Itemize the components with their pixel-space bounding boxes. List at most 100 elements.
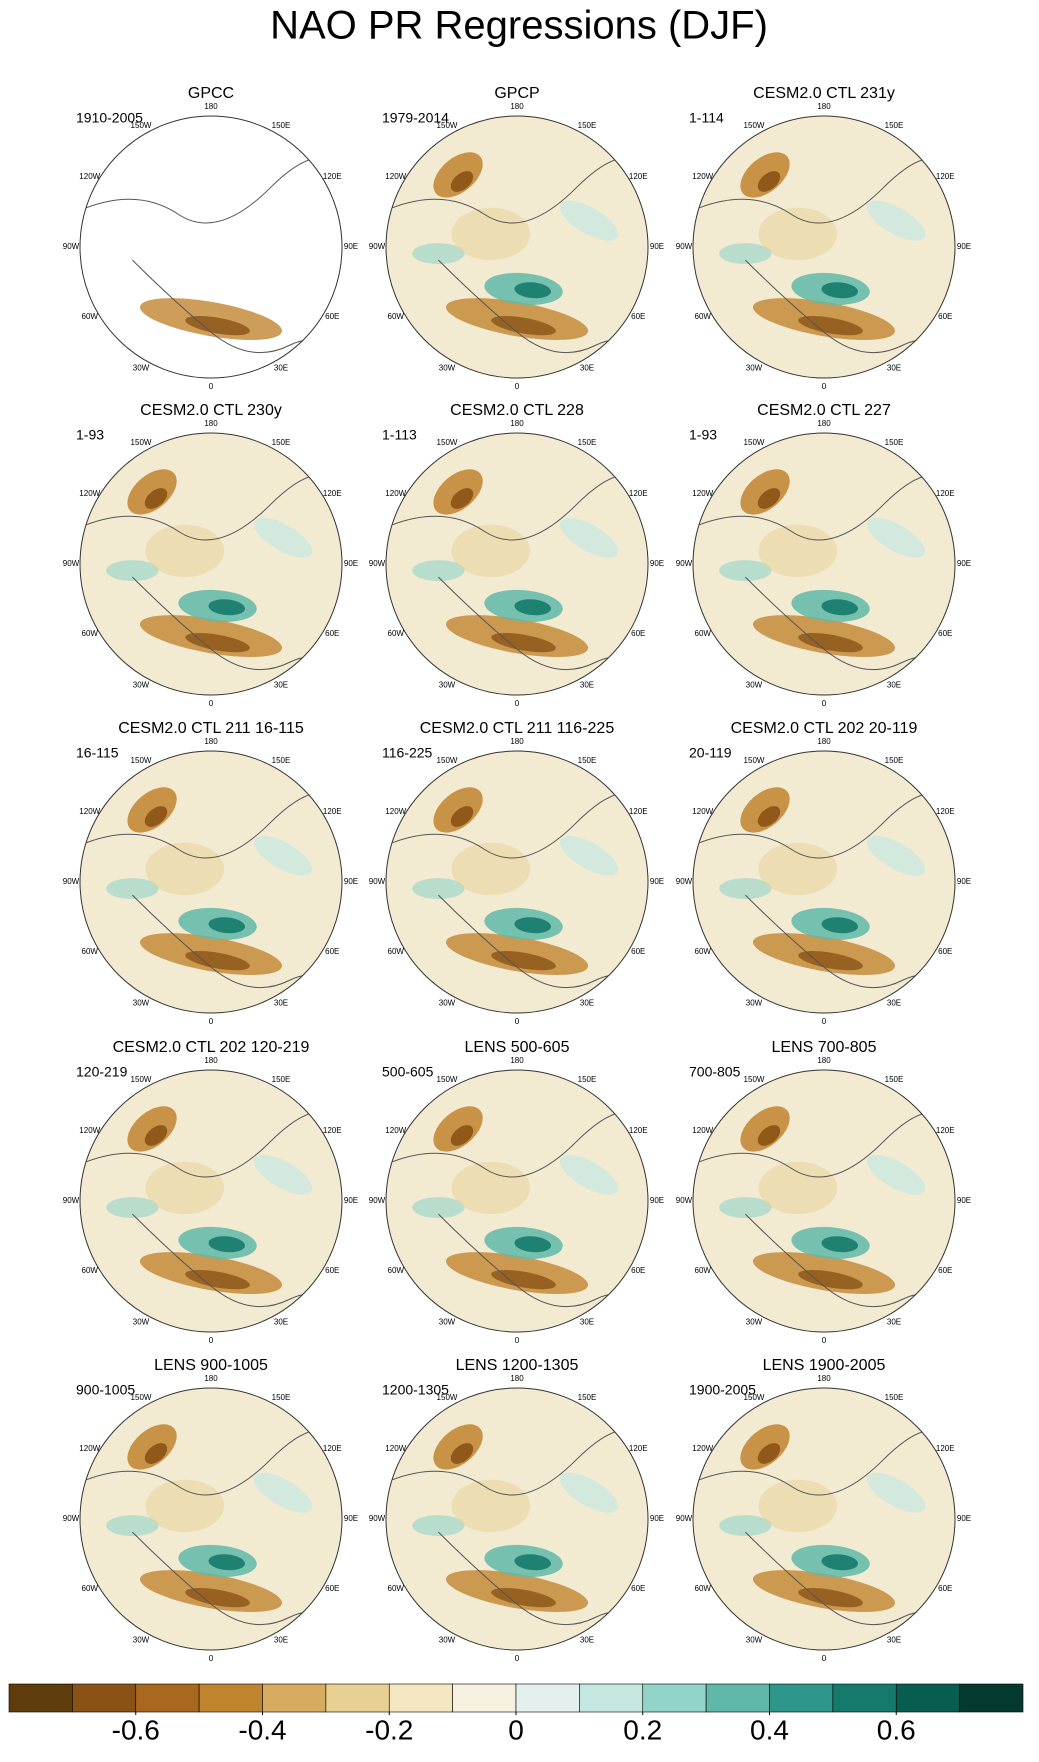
lon-label: 0 <box>209 1017 214 1026</box>
map-shade <box>450 171 474 192</box>
map-shade <box>145 524 225 578</box>
lon-label: 150W <box>744 121 765 130</box>
map-shade <box>866 1472 926 1513</box>
lon-label: 120E <box>936 1126 955 1135</box>
lon-label: 150W <box>437 1075 458 1084</box>
panel-title: CESM2.0 CTL 211 16-115 <box>118 720 304 737</box>
lon-label: 30E <box>580 363 594 372</box>
lon-label: 0 <box>822 1654 827 1663</box>
map-shade <box>144 488 168 509</box>
map-border <box>692 115 956 379</box>
colorbar-box <box>262 1683 327 1713</box>
lon-label: 150E <box>578 756 597 765</box>
map-shade <box>758 842 838 896</box>
lon-label: 120W <box>692 1444 713 1453</box>
lon-label: 150W <box>131 756 152 765</box>
map-border <box>385 1069 649 1333</box>
panel-period: 1-93 <box>76 427 104 443</box>
colorbar-box <box>832 1683 897 1713</box>
panel-period: 1-93 <box>689 427 717 443</box>
map-shade <box>144 1443 168 1464</box>
map-shade <box>451 207 531 261</box>
map-shade <box>185 1269 250 1290</box>
lon-label: 150E <box>272 121 291 130</box>
panel-title: CESM2.0 CTL 228 <box>450 402 584 419</box>
colorbar-box <box>8 1683 73 1713</box>
lon-label: 150W <box>437 1393 458 1402</box>
lon-label: 60W <box>695 1584 712 1593</box>
lon-label: 60W <box>695 947 712 956</box>
colorbar-box <box>705 1683 770 1713</box>
lon-label: 120W <box>692 172 713 181</box>
map-shade <box>559 1472 619 1513</box>
lon-label: 180 <box>817 419 831 428</box>
lon-label: 30E <box>274 1317 288 1326</box>
lon-label: 90W <box>63 1514 80 1523</box>
lon-label: 120E <box>629 1444 648 1453</box>
map-shade <box>450 1443 474 1464</box>
map <box>386 751 648 1013</box>
map <box>80 751 342 1013</box>
panel-title: LENS 700-805 <box>772 1039 877 1056</box>
colorbar-box <box>642 1683 707 1713</box>
lon-label: 120E <box>629 807 648 816</box>
map-shade <box>821 282 859 299</box>
panel-title: CESM2.0 CTL 202 20-119 <box>731 720 918 737</box>
map-border <box>692 432 956 696</box>
lon-label: 30W <box>746 1317 763 1326</box>
lon-label: 90E <box>344 242 358 251</box>
lon-label: 90E <box>957 1196 971 1205</box>
colorbar-box <box>959 1683 1024 1713</box>
lon-label: 60E <box>631 947 645 956</box>
lon-label: 30W <box>439 998 456 1007</box>
map <box>80 1388 342 1650</box>
lon-label: 60E <box>631 312 645 321</box>
map-shade <box>719 1515 772 1537</box>
colorbar-tick-label: 0.4 <box>750 1714 789 1745</box>
colorbar-box <box>388 1683 453 1713</box>
lon-label: 30E <box>580 680 594 689</box>
lon-label: 0 <box>209 1336 214 1345</box>
lon-label: 60W <box>388 1584 405 1593</box>
map-shade <box>185 950 250 971</box>
map-shade <box>821 599 859 616</box>
lon-label: 30W <box>746 680 763 689</box>
lon-label: 0 <box>209 699 214 708</box>
lon-label: 150W <box>437 438 458 447</box>
map-shade <box>719 560 772 582</box>
map-shade <box>145 842 225 896</box>
lon-label: 0 <box>822 1017 827 1026</box>
map-shade <box>821 917 859 934</box>
map <box>693 1070 955 1332</box>
map-shade <box>758 524 838 578</box>
lon-label: 150E <box>885 121 904 130</box>
lon-label: 120E <box>629 489 648 498</box>
lon-label: 30E <box>887 1317 901 1326</box>
lon-label: 150E <box>885 1393 904 1402</box>
lon-label: 90W <box>63 877 80 886</box>
map-shade <box>208 1236 246 1253</box>
lon-label: 60W <box>388 947 405 956</box>
map <box>386 433 648 695</box>
map-border <box>79 1069 343 1333</box>
panel-period: 120-219 <box>76 1064 128 1080</box>
lon-label: 150W <box>131 438 152 447</box>
lon-label: 60W <box>695 312 712 321</box>
map-shade <box>798 1587 863 1608</box>
lon-label: 30W <box>439 680 456 689</box>
map-shade <box>208 917 246 934</box>
lon-label: 90E <box>344 559 358 568</box>
colorbar-tick-label: -0.2 <box>365 1714 413 1745</box>
lon-label: 60E <box>938 1266 952 1275</box>
colorbar-tick-label: 0.6 <box>877 1714 916 1745</box>
map-shade <box>253 835 313 876</box>
map-shade <box>253 517 313 558</box>
lon-label: 30E <box>274 998 288 1007</box>
lon-label: 120E <box>323 1444 342 1453</box>
map <box>386 116 648 378</box>
lon-label: 60E <box>631 629 645 638</box>
lon-label: 60E <box>325 1584 339 1593</box>
lon-label: 60E <box>325 312 339 321</box>
lon-label: 90E <box>650 1514 664 1523</box>
map-shade <box>514 917 552 934</box>
